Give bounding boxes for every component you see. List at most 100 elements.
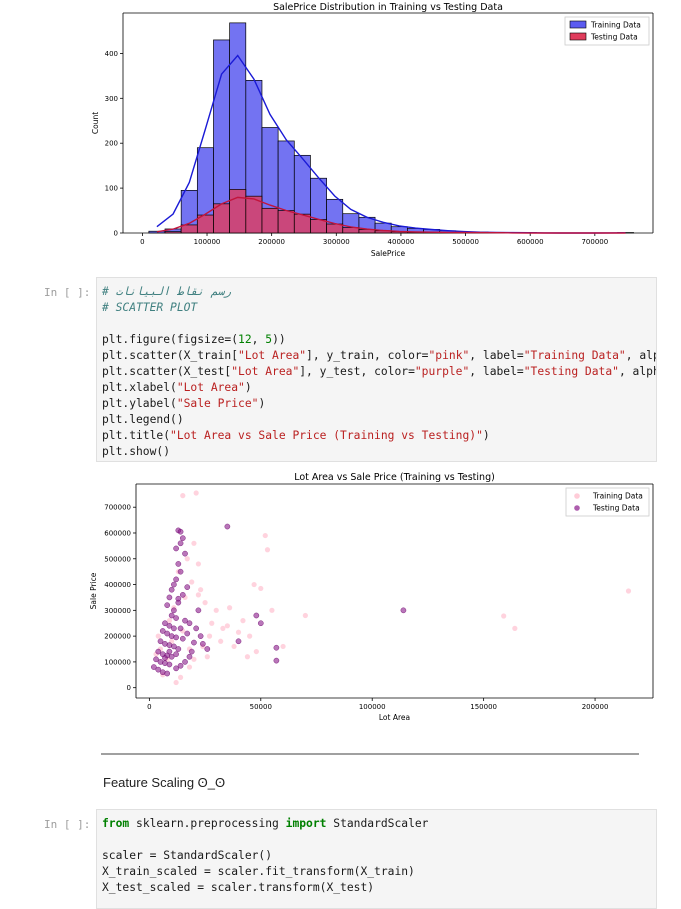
training-data-point [258, 586, 263, 591]
testing-data-point [274, 658, 279, 663]
y-axis-label: Count [91, 112, 100, 134]
testing-data-point [178, 529, 183, 534]
x-tick-label: 0 [140, 238, 144, 246]
y-tick-label: 0 [114, 230, 118, 238]
testing-data-point [178, 541, 183, 546]
training-data-point [220, 626, 225, 631]
training-data-point [194, 490, 199, 495]
testing-data-point [182, 551, 187, 556]
x-tick-label: 50000 [250, 703, 272, 711]
testing-data-point [178, 663, 183, 668]
testing-data-point [236, 639, 241, 644]
testing-data-point [200, 641, 205, 646]
testing-data-point [174, 546, 179, 551]
training-data-point [247, 634, 252, 639]
code-line: plt.title("Lot Area vs Sale Price (Train… [102, 428, 657, 444]
training-data-point [196, 561, 201, 566]
training-data-point [252, 582, 257, 587]
testing-data-point [180, 592, 185, 597]
testing-data-point [167, 649, 172, 654]
code-token: plt.xlabel( [102, 381, 177, 394]
code-token: "Sale Price" [177, 397, 259, 410]
legend-swatch [570, 33, 586, 40]
training-data-point [263, 533, 268, 538]
code-token: scaler = StandardScaler() [102, 849, 272, 862]
testing-data-point [171, 582, 176, 587]
testing-data-point [174, 652, 179, 657]
x-tick-label: 0 [147, 703, 151, 711]
x-tick-label: 150000 [470, 703, 497, 711]
code-token: , label= [469, 365, 523, 378]
training-data-point [227, 605, 232, 610]
code-line: plt.scatter(X_test["Lot Area"], y_test, … [102, 364, 657, 380]
code-cell-scaler[interactable]: from sklearn.preprocessing import Standa… [96, 809, 657, 909]
testing-data-point [174, 577, 179, 582]
code-token: ], y_train, color= [306, 349, 428, 362]
legend-swatch [570, 21, 586, 28]
code-token: , label= [469, 349, 523, 362]
training-data-point [512, 626, 517, 631]
testing-data-point [174, 615, 179, 620]
x-axis-label: SalePrice [371, 249, 406, 258]
code-token: "pink" [428, 349, 469, 362]
training-data-point [191, 541, 196, 546]
code-line [102, 316, 657, 332]
testing-data-point [182, 618, 187, 623]
training-data-point [245, 654, 250, 659]
x-tick-label: 100000 [359, 703, 386, 711]
code-editor[interactable]: from sklearn.preprocessing import Standa… [102, 816, 429, 896]
testing-data-point [401, 608, 406, 613]
markdown-divider [101, 753, 639, 755]
testing-data-point [196, 608, 201, 613]
y-tick-label: 700000 [104, 504, 131, 512]
code-line: X_test_scaled = scaler.transform(X_test) [102, 880, 429, 896]
code-token: plt.scatter(X_train[ [102, 349, 238, 362]
training-data-point [207, 634, 212, 639]
code-line: plt.show() [102, 444, 657, 460]
code-token: X_test_scaled = scaler.transform(X_test) [102, 881, 374, 894]
y-tick-label: 300000 [104, 607, 131, 615]
code-token: from [102, 817, 129, 830]
testing-data-point [191, 640, 196, 645]
testing-data-point [185, 631, 190, 636]
code-line: from sklearn.preprocessing import Standa… [102, 816, 429, 832]
code-token: StandardScaler [326, 817, 428, 830]
code-token: 12 [238, 333, 252, 346]
legend-marker [574, 505, 580, 511]
training-data-point [501, 613, 506, 618]
testing-data-point [254, 613, 259, 618]
training-data-point [265, 547, 270, 552]
legend-label: Training Data [592, 492, 643, 501]
y-tick-label: 300 [105, 95, 118, 103]
training-data-point [178, 675, 183, 680]
x-axis-label: Lot Area [379, 713, 410, 722]
code-line: plt.scatter(X_train["Lot Area"], y_train… [102, 348, 657, 364]
training-data-point [236, 630, 241, 635]
code-token: "Lot Area vs Sale Price (Training vs Tes… [170, 429, 483, 442]
training-data-point [240, 618, 245, 623]
testing-data-point [171, 608, 176, 613]
training-data-point [231, 644, 236, 649]
testing-data-point [165, 603, 170, 608]
x-tick-label: 700000 [581, 238, 608, 246]
legend-label: Testing Data [592, 504, 640, 513]
testing-data-point [178, 626, 183, 631]
y-tick-label: 600000 [104, 529, 131, 537]
training-data-point [254, 649, 259, 654]
testing-data-point [274, 645, 279, 650]
testing-data-point [187, 654, 192, 659]
code-token: plt.show() [102, 445, 170, 458]
legend-label: Training Data [590, 21, 641, 30]
training-data-point [196, 592, 201, 597]
training-data-point [202, 600, 207, 605]
code-token: "Testing Data" [524, 365, 619, 378]
code-token: )) [272, 333, 286, 346]
cell-prompt: In [ ]: [44, 818, 90, 831]
testing-histogram-bar [310, 220, 326, 233]
code-token: ], y_test, color= [299, 365, 415, 378]
testing-histogram-bar [262, 208, 278, 233]
y-tick-label: 500000 [104, 555, 131, 563]
training-data-point [187, 664, 192, 669]
